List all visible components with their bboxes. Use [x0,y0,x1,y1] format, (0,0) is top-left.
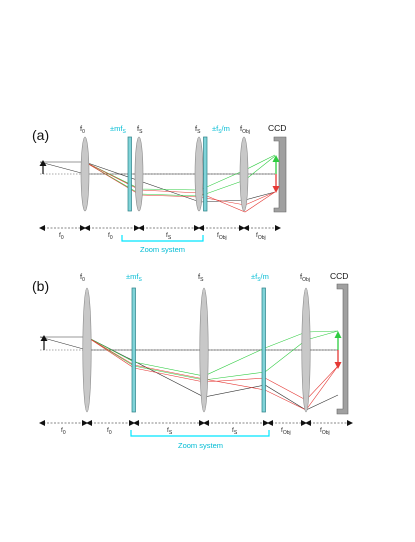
distance-label: fS [232,427,238,436]
lens-label-fobj: fObj [300,272,310,283]
plate-label-mfs: ±mfS [126,272,142,283]
lens-fobj [301,287,311,413]
distance-label: fS [167,427,173,436]
object-arrow [40,335,48,350]
distance-label: fObj [281,427,291,436]
ccd-label: CCD [268,123,286,133]
lens-label-fs-2: fS [195,124,201,135]
ray-bundle [39,330,339,411]
phase-plate-mfs [131,287,136,413]
ccd-sensor [273,136,287,213]
lens-fs-1 [134,136,144,212]
ccd-label: CCD [330,271,348,281]
lens-label-fs-1: fS [137,124,143,135]
plate-label-fs-over-m: ±fS/m [251,272,269,283]
phase-plate-fs-over-m [261,287,266,413]
lens-fs [199,287,209,413]
lens-label-fs: fS [198,272,204,283]
panel-a-label: (a) [32,127,49,143]
ccd-sensor [336,283,349,415]
lens-label-f0: f0 [80,124,85,135]
lens-fobj [239,136,249,212]
distance-label: f0 [59,232,64,241]
image-arrow-red [334,350,342,369]
distance-label: f0 [61,427,66,436]
plate-label-fs-over-m: ±fS/m [212,124,230,135]
lens-f0 [80,136,90,212]
distance-label: fS [166,232,172,241]
ray-bundle [39,154,276,213]
panel-b-label: (b) [32,278,49,294]
image-arrow-green [334,331,342,350]
distance-row-b: f0 f0 fS fS fObj fObj [39,420,353,436]
image-arrow-red [272,174,280,193]
distance-label: fObj [256,232,266,241]
panel-b: (b) f0 ±mfS fS ±fS/m fObj CCD [32,271,353,450]
zoom-bracket-b [130,430,270,437]
distance-label: fObj [320,427,330,436]
phase-plate-mfs [127,136,132,212]
panel-a: (a) f0 ±mfS fS fS ±fS/m fObj CCD [32,123,286,254]
lens-f0 [82,287,92,413]
lens-label-fobj: fObj [240,124,250,135]
phase-plate-fs-over-m [203,136,208,212]
lens-fs-2 [194,136,204,212]
zoom-label-b: Zoom system [178,441,223,450]
zoom-label-a: Zoom system [140,245,185,254]
lens-label-f0: f0 [80,272,85,283]
object-arrow [39,160,47,174]
distance-label: fObj [217,232,227,241]
distance-label: f0 [107,427,112,436]
zoom-bracket-a [121,235,204,242]
distance-label: f0 [108,232,113,241]
distance-row-a: f0 f0 fS fObj fObj [39,225,281,241]
plate-label-mfs: ±mfS [110,124,126,135]
image-arrow-green [272,155,280,174]
